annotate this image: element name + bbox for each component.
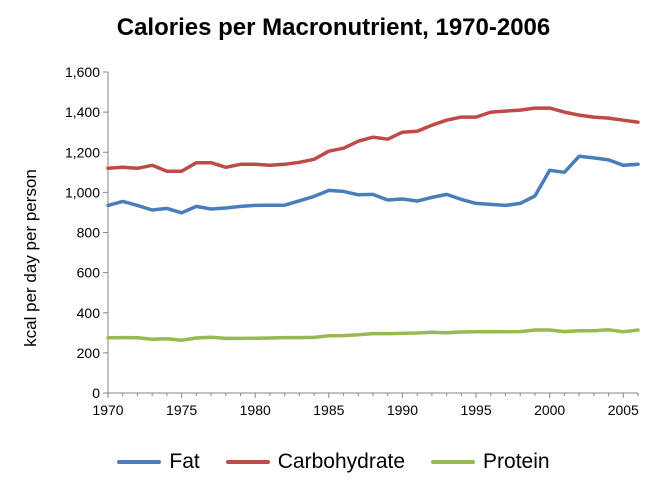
legend-label: Protein [483, 450, 550, 473]
y-tick-label: 0 [92, 385, 100, 401]
x-tick-label: 1985 [313, 402, 344, 418]
y-axis-title: kcal per day per person [21, 169, 40, 347]
legend-label: Fat [169, 450, 200, 473]
series-line-fat [106, 154, 640, 215]
legend-swatch [431, 460, 476, 464]
y-tick-label: 600 [77, 265, 101, 281]
y-tick-label: 1,400 [65, 104, 100, 120]
y-tick-label: 800 [77, 225, 101, 241]
x-tick-label: 2000 [534, 402, 565, 418]
legend: Fat Carbohydrate Protein [0, 448, 667, 476]
ticks: 0 200 400 600 800 1,000 1,200 1,400 1,600 1970 197… [65, 64, 639, 418]
series-line-carbohydrate [106, 106, 640, 174]
legend-item-fat: Fat [117, 450, 200, 474]
series-line-protein [106, 328, 640, 342]
y-tick-label: 1,200 [65, 144, 100, 160]
x-tick-label: 2005 [608, 402, 639, 418]
legend-swatch [117, 460, 162, 464]
x-tick-label: 1980 [240, 402, 271, 418]
x-tick-label: 1995 [460, 402, 491, 418]
y-tick-label: 1,000 [65, 184, 100, 200]
legend-label: Carbohydrate [277, 450, 406, 473]
axes [107, 72, 638, 394]
y-axis-title-group: kcal per day per person [21, 169, 40, 347]
y-tick-label: 1,600 [65, 64, 100, 80]
chart-title: Calories per Macronutrient, 1970-2006 [116, 14, 551, 41]
y-tick-label: 400 [77, 305, 101, 321]
x-tick-label: 1970 [92, 402, 123, 418]
x-tick-label: 1990 [387, 402, 418, 418]
legend-swatch [225, 460, 270, 464]
x-tick-label: 1975 [166, 402, 197, 418]
legend-item-carbohydrate: Carbohydrate [225, 450, 406, 474]
series-lines [106, 106, 640, 342]
legend-item-protein: Protein [431, 450, 550, 474]
y-tick-label: 200 [77, 345, 101, 361]
